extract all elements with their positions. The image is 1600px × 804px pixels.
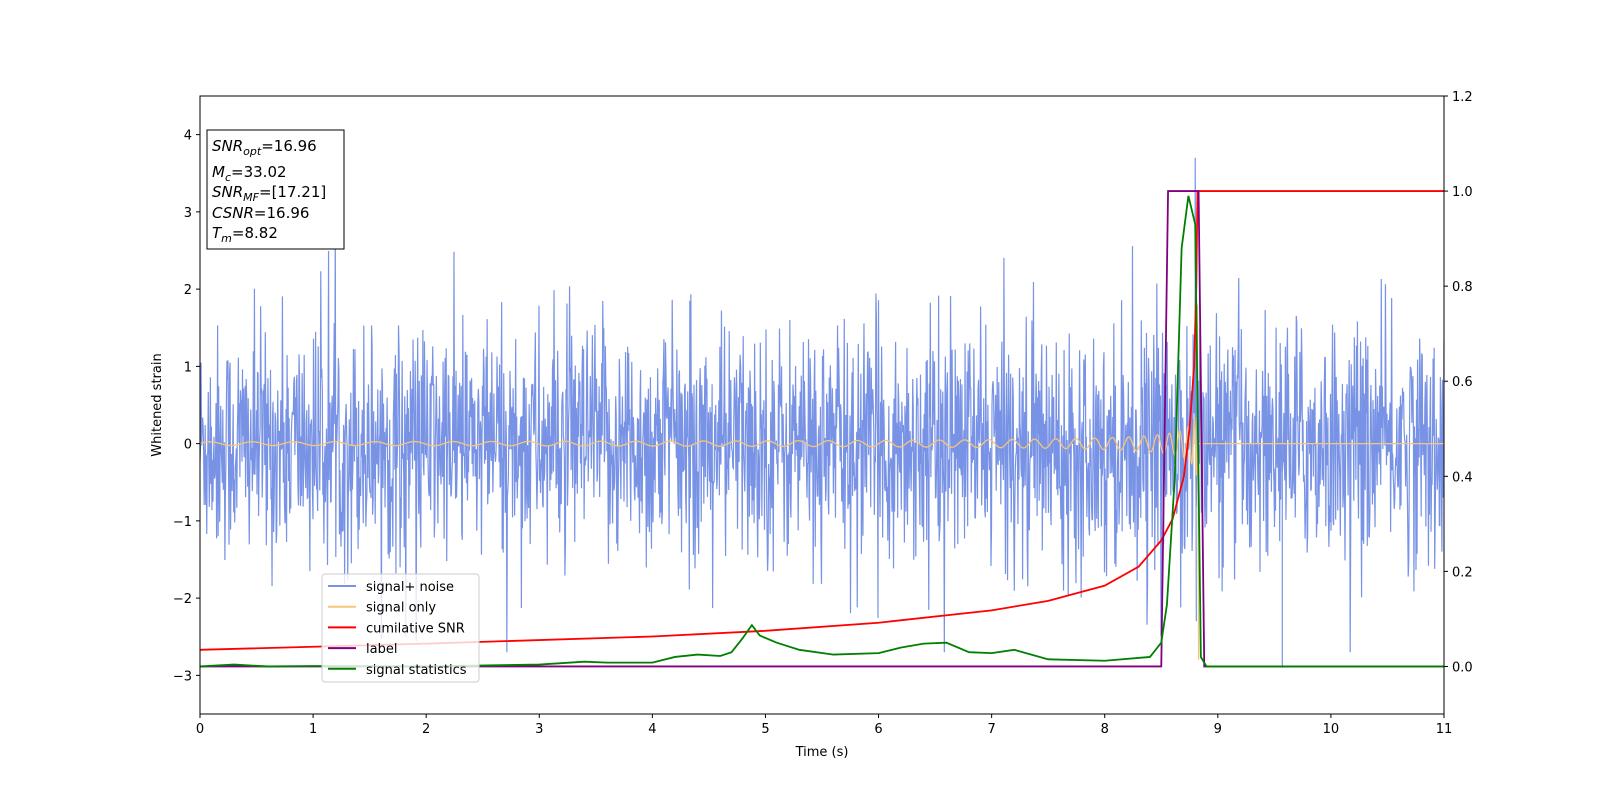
x-tick-label: 2 — [422, 722, 430, 737]
annotation-line: CSNR=16.96 — [212, 204, 309, 222]
y-left-tick-label: 1 — [184, 360, 192, 375]
y-right-tick-label: 0.4 — [1452, 470, 1473, 485]
x-tick-label: 11 — [1436, 722, 1453, 737]
stats-annotation-box: SNRopt=16.96 Mc=33.02SNRMF=[17.21]CSNR=16… — [206, 129, 345, 250]
y-axis-left: −3 −2 −1 0 1 2 3 4 — [173, 129, 200, 684]
annotation-line: SNRMF=[17.21] — [212, 183, 326, 204]
y-left-tick-label: 4 — [184, 129, 192, 144]
x-tick-label: 6 — [874, 722, 882, 737]
plot-frame — [199, 95, 1445, 715]
x-axis-title: Time (s) — [795, 745, 849, 760]
legend-label: signal statistics — [366, 663, 467, 678]
annotation-line: Mc=33.02 — [212, 163, 287, 184]
annotation-frame — [206, 129, 345, 250]
x-tick-label: 3 — [535, 722, 543, 737]
series-signal-noise-line — [200, 221, 1444, 653]
y-right-tick-label: 0.2 — [1452, 565, 1473, 580]
x-tick-label: 8 — [1101, 722, 1109, 737]
x-tick-label: 7 — [987, 722, 995, 737]
y-left-tick-label: 3 — [184, 206, 192, 221]
legend-frame — [321, 573, 480, 683]
y-axis-title: Whitened strain — [150, 353, 165, 456]
legend: signal+ noise signal only cumilative SNR la… — [321, 573, 480, 683]
y-left-tick-label: −3 — [173, 669, 192, 684]
series-cumilative-snr-line — [200, 190, 1444, 651]
y-right-tick-label: 0.0 — [1452, 660, 1473, 675]
x-tick-label: 5 — [761, 722, 769, 737]
x-tick-label: 0 — [196, 722, 204, 737]
x-tick-label: 10 — [1323, 722, 1340, 737]
y-right-tick-label: 1.0 — [1452, 185, 1473, 200]
legend-label: signal only — [366, 601, 436, 616]
x-axis: 0 1 2 3 4 5 6 7 8 9 10 11 — [196, 714, 1452, 737]
annotation-line: SNRopt=16.96 — [212, 137, 317, 158]
y-left-tick-label: −1 — [173, 515, 192, 530]
y-left-tick-label: 2 — [184, 283, 192, 298]
y-left-tick-label: −2 — [173, 592, 192, 607]
series-layer — [200, 157, 1444, 668]
y-right-tick-label: 0.6 — [1452, 375, 1473, 390]
y-right-tick-label: 0.8 — [1452, 280, 1473, 295]
x-tick-label: 9 — [1214, 722, 1222, 737]
x-tick-label: 4 — [648, 722, 656, 737]
y-axis-right: 0.0 0.2 0.4 0.6 0.8 1.0 1.2 — [1444, 90, 1473, 675]
series-signal-statistics-line — [200, 195, 1444, 668]
legend-label: signal+ noise — [366, 580, 454, 595]
y-right-tick-label: 1.2 — [1452, 90, 1473, 105]
x-tick-label: 1 — [309, 722, 317, 737]
y-left-tick-label: 0 — [184, 438, 192, 453]
annotation-line: Tm=8.82 — [212, 224, 278, 245]
legend-label: label — [366, 642, 397, 657]
series-signal-only-line — [200, 414, 1444, 476]
legend-label: cumilative SNR — [366, 621, 465, 636]
